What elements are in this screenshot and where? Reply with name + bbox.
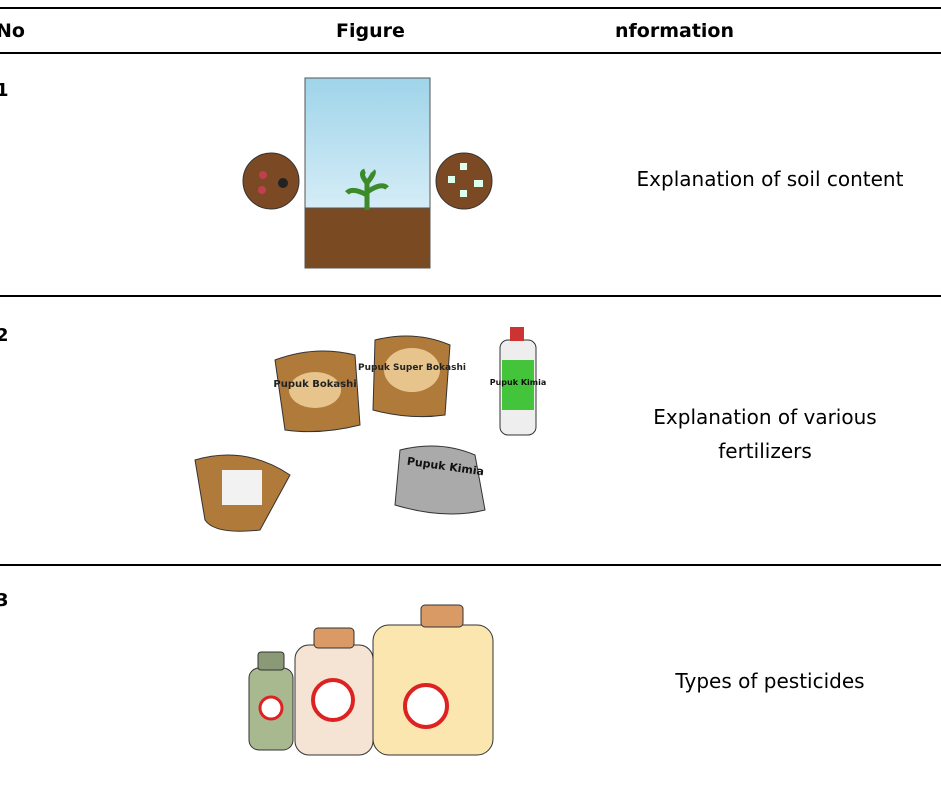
- sack-label: Pupuk Super Bokashi: [358, 363, 466, 373]
- sack-label: Pupuk Bokashi: [273, 379, 356, 390]
- illustrations: Pupuk Bokashi Pupuk Super Bokashi Pupuk …: [0, 0, 941, 788]
- page: No Figure nformation 1 Explanation of so…: [0, 0, 941, 788]
- soil-circle: [243, 153, 299, 209]
- bottle-label: Pupuk Kimia: [490, 378, 547, 387]
- soil: [305, 208, 430, 268]
- nutrient-circle: [436, 153, 492, 209]
